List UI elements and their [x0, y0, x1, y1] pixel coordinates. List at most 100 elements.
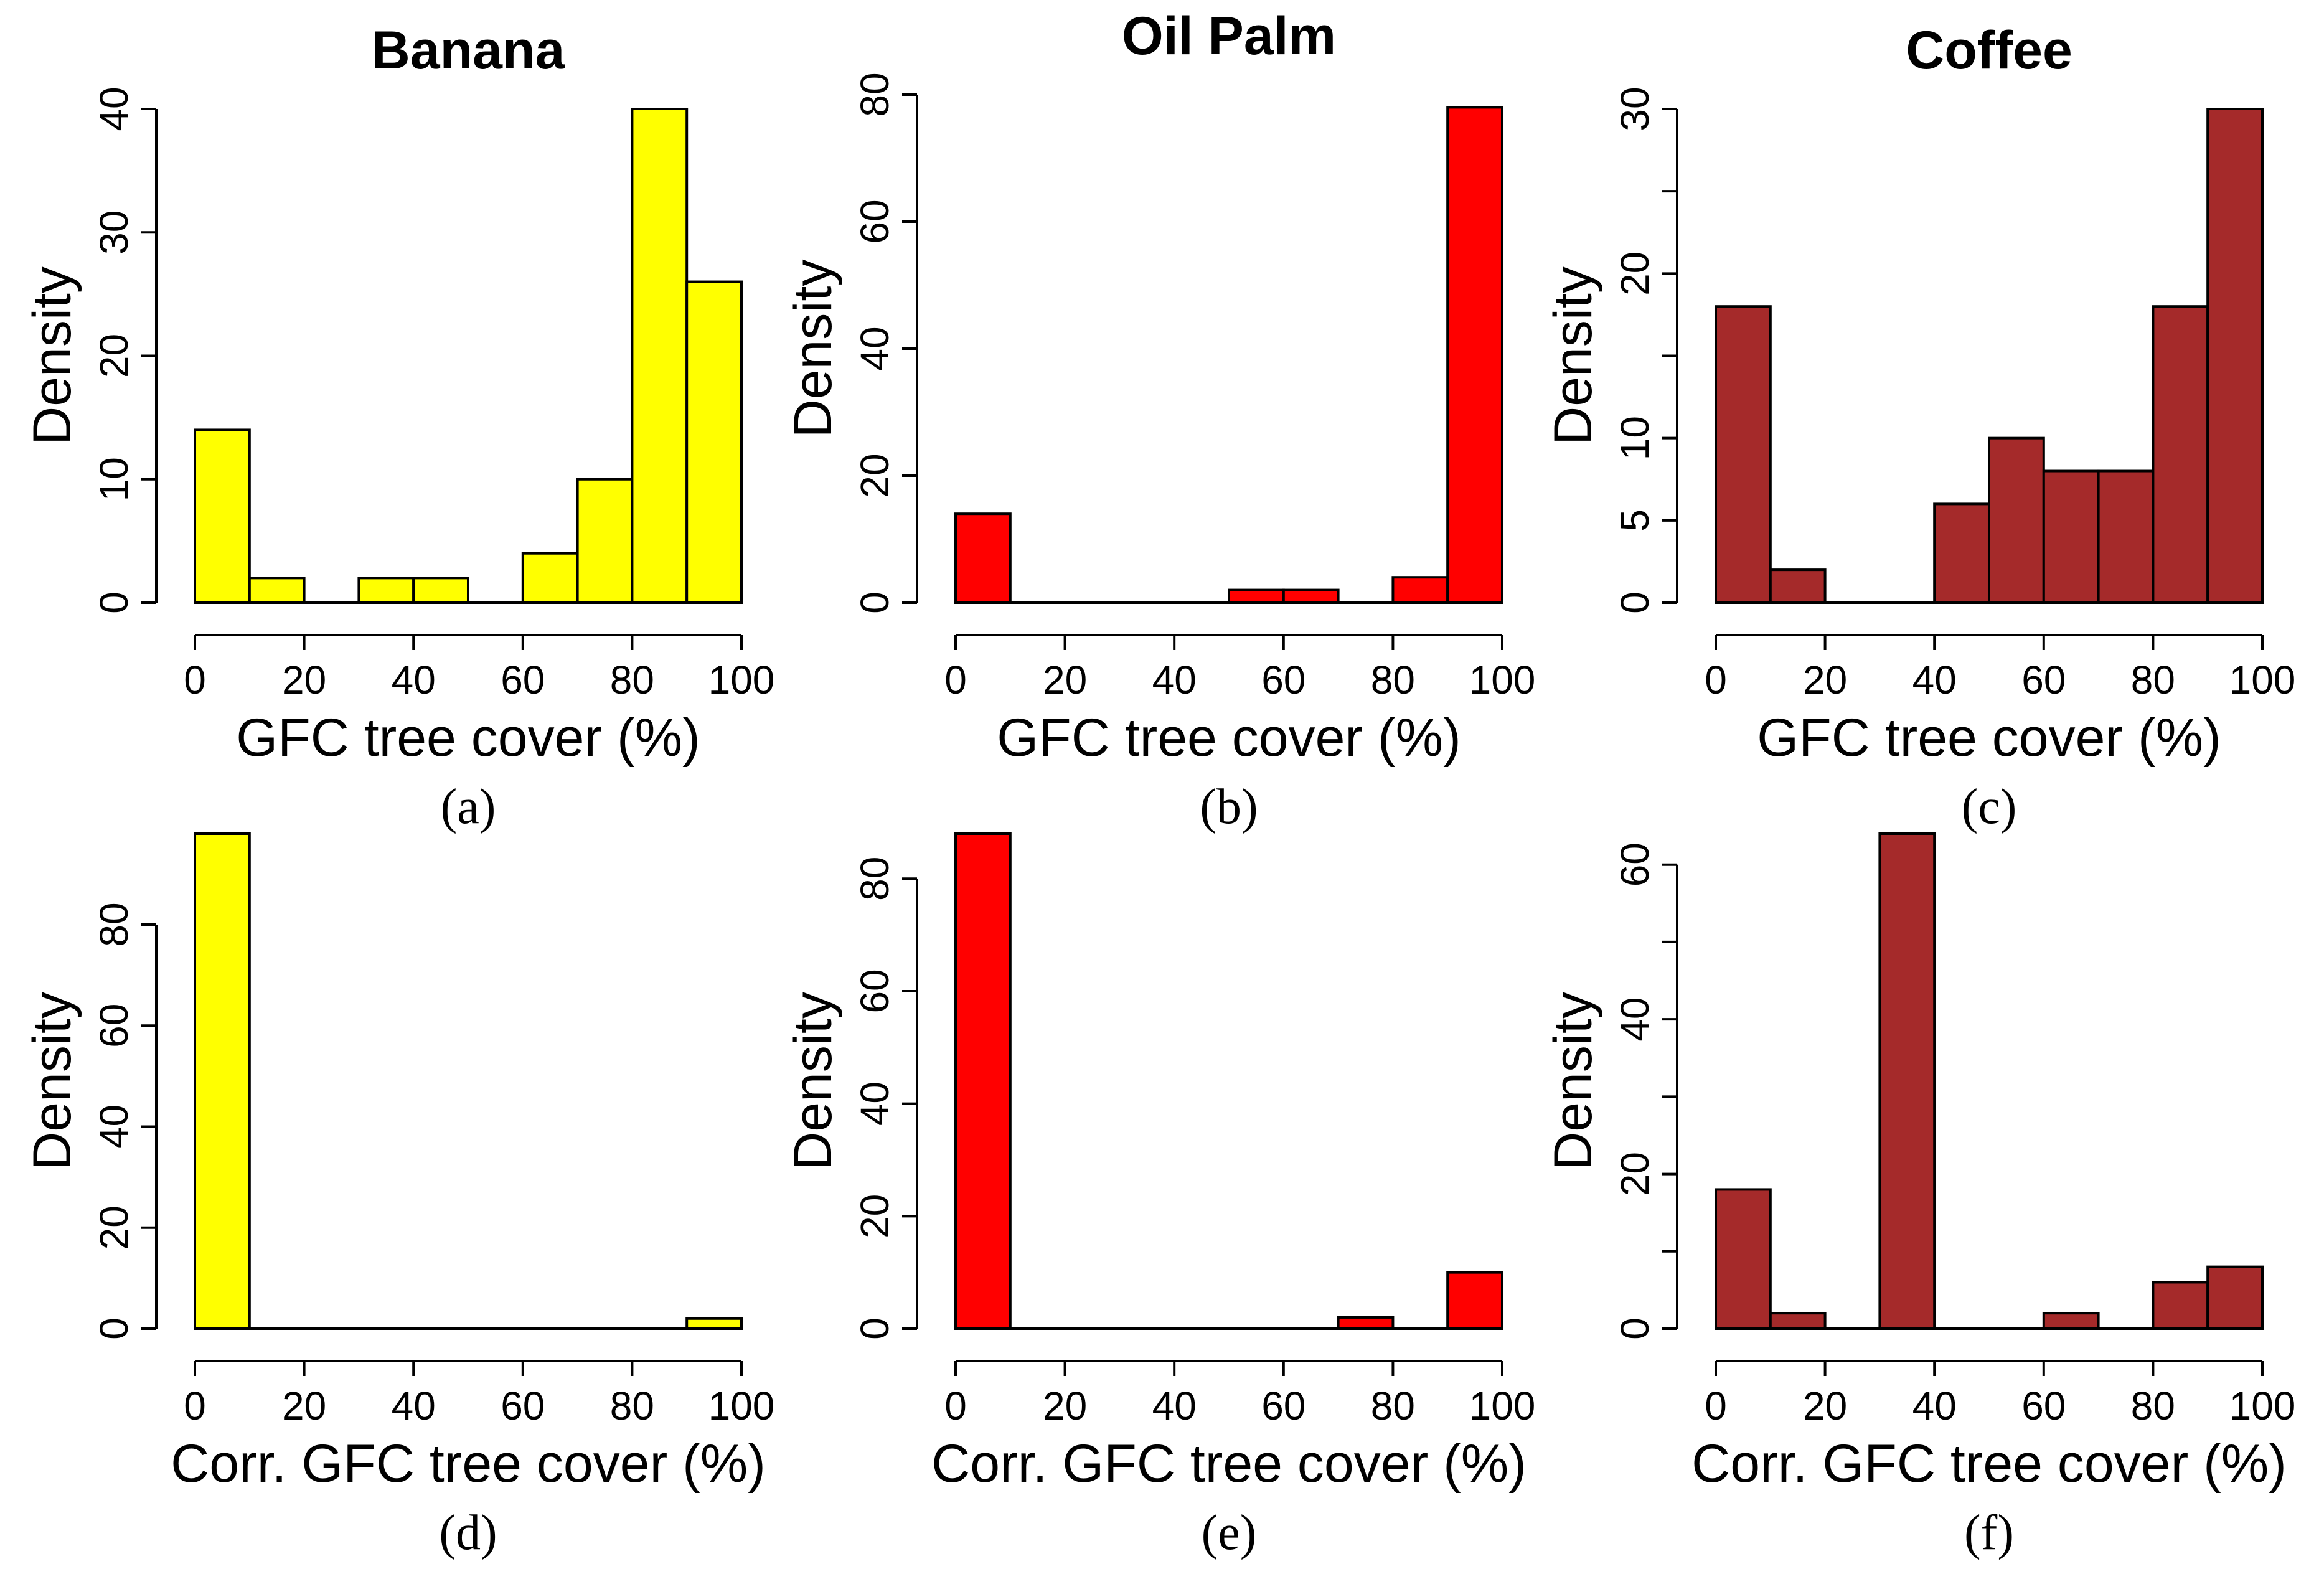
- x-tick-label: 60: [1261, 657, 1305, 702]
- y-tick-label: 40: [92, 87, 136, 131]
- y-tick-label: 20: [1612, 1152, 1657, 1196]
- histogram-bar: [357, 577, 415, 604]
- x-axis-label: GFC tree cover (%): [1757, 708, 2221, 768]
- x-tick-label: 60: [2021, 657, 2066, 702]
- histogram-bar: [2152, 1281, 2209, 1330]
- x-tick-label: 80: [2131, 657, 2175, 702]
- y-tick-label: 0: [852, 1317, 897, 1340]
- x-tick-label: 100: [2229, 657, 2296, 702]
- x-tick-label: 40: [1912, 1383, 1957, 1428]
- x-tick-label: 0: [184, 657, 206, 702]
- panel-title: Oil Palm: [1122, 6, 1336, 66]
- x-tick-label: 40: [392, 657, 436, 702]
- x-axis-label: GFC tree cover (%): [236, 708, 700, 768]
- x-tick-label: 40: [1152, 1383, 1197, 1428]
- histogram-bar: [194, 428, 251, 604]
- x-tick-label: 20: [282, 657, 326, 702]
- histogram-bar: [1715, 305, 1772, 604]
- y-tick-label: 40: [1612, 997, 1657, 1042]
- histogram-bar: [2206, 1265, 2264, 1330]
- histogram-bar: [631, 108, 689, 604]
- y-tick-label: 80: [852, 72, 897, 116]
- x-tick-label: 20: [1043, 1383, 1087, 1428]
- y-axis-label: Density: [22, 266, 82, 445]
- x-axis-label: Corr. GFC tree cover (%): [931, 1434, 1527, 1494]
- x-tick-label: 100: [708, 1383, 775, 1428]
- y-tick-label: 30: [92, 210, 136, 255]
- histogram-bar: [954, 512, 1012, 605]
- histogram-bar: [576, 478, 634, 604]
- x-tick-label: 80: [1371, 1383, 1415, 1428]
- y-tick-label: 0: [1612, 1317, 1657, 1340]
- panel-caption: (d): [439, 1505, 497, 1560]
- y-axis-label: Density: [1543, 992, 1603, 1171]
- panel-f: 0 20 40 60 80 100 Corr. GFC tree cover (%) (f) 0…: [1543, 832, 2296, 1560]
- x-tick-label: 40: [1912, 657, 1957, 702]
- x-tick-label: 0: [184, 1383, 206, 1428]
- y-axis-label: Density: [783, 992, 843, 1171]
- x-tick-label: 0: [944, 1383, 967, 1428]
- panel-caption: (c): [1962, 780, 2017, 834]
- x-tick-label: 100: [1469, 657, 1536, 702]
- y-tick-label: 30: [1612, 87, 1657, 131]
- histogram-bar: [2206, 108, 2264, 604]
- panel-caption: (f): [1964, 1505, 2014, 1560]
- histogram-bar: [2042, 469, 2100, 604]
- histogram-bar: [2152, 305, 2209, 604]
- histogram-bar: [1988, 436, 2045, 605]
- histogram-bar: [685, 280, 743, 604]
- histogram-bar: [1769, 1312, 1827, 1330]
- panel-d: 0 20 40 60 80 100 Corr. GFC tree cover (%) (d) 0…: [22, 832, 775, 1560]
- panel-caption: (b): [1200, 780, 1258, 834]
- histogram-bar: [1391, 576, 1449, 605]
- y-tick-label: 20: [92, 1205, 136, 1250]
- histogram-bar: [1446, 1271, 1503, 1330]
- x-tick-label: 0: [1705, 657, 1727, 702]
- panel-caption: (e): [1202, 1505, 1257, 1560]
- histogram-bar: [1933, 502, 1990, 605]
- y-axis-label: Density: [783, 260, 843, 438]
- y-tick-label: 10: [92, 457, 136, 501]
- x-tick-label: 80: [610, 1383, 654, 1428]
- histogram-bar: [412, 577, 470, 604]
- histogram-bar: [2042, 1312, 2100, 1330]
- y-tick-label: 80: [92, 902, 136, 946]
- x-tick-label: 80: [610, 657, 654, 702]
- x-tick-label: 0: [1705, 1383, 1727, 1428]
- x-tick-label: 60: [2021, 1383, 2066, 1428]
- y-axis-label: Density: [22, 992, 82, 1171]
- y-tick-label: 60: [852, 199, 897, 243]
- x-tick-label: 0: [944, 657, 967, 702]
- x-tick-label: 80: [2131, 1383, 2175, 1428]
- x-axis-label: GFC tree cover (%): [997, 708, 1461, 768]
- histogram-bar: [1715, 1188, 1772, 1330]
- x-tick-label: 100: [2229, 1383, 2296, 1428]
- x-tick-label: 40: [392, 1383, 436, 1428]
- y-tick-label: 10: [1612, 416, 1657, 460]
- y-tick-label: 60: [1612, 842, 1657, 887]
- y-tick-label: 0: [1612, 591, 1657, 614]
- y-tick-label: 0: [852, 591, 897, 614]
- x-tick-label: 100: [708, 657, 775, 702]
- y-tick-label: 5: [1612, 509, 1657, 532]
- histogram-bar: [1446, 106, 1503, 604]
- x-tick-label: 40: [1152, 657, 1197, 702]
- x-tick-label: 60: [501, 657, 545, 702]
- histogram-bar: [1878, 832, 1936, 1330]
- x-tick-label: 60: [1261, 1383, 1305, 1428]
- y-axis-label: Density: [1543, 266, 1603, 445]
- y-tick-label: 40: [92, 1105, 136, 1149]
- panel-caption: (a): [441, 780, 496, 834]
- y-tick-label: 20: [1612, 252, 1657, 296]
- y-tick-label: 60: [852, 969, 897, 1013]
- histogram-bar: [521, 552, 579, 605]
- panel-title: Banana: [372, 21, 566, 80]
- y-tick-label: 0: [92, 1317, 136, 1340]
- x-axis-label: Corr. GFC tree cover (%): [171, 1434, 766, 1494]
- histogram-bar: [685, 1317, 743, 1330]
- histogram-bar: [194, 832, 251, 1330]
- histogram-bar: [248, 577, 306, 604]
